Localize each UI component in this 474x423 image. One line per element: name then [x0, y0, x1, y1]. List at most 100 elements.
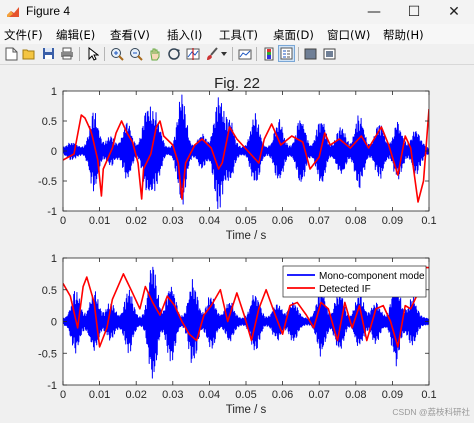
x-tick-label: 0.05 [235, 215, 256, 227]
insert-colorbar-button[interactable] [260, 45, 277, 62]
data-cursor-button[interactable] [184, 45, 201, 62]
menu-file[interactable]: 文件(F) [4, 28, 43, 42]
y-tick-label: -1 [47, 206, 57, 218]
insert-colorbar-icon [264, 47, 273, 60]
brush-button[interactable] [203, 45, 220, 62]
y-tick-label: 0.5 [42, 116, 57, 128]
toolbar-separator [256, 47, 257, 61]
menu-desktop[interactable]: 桌面(D) [273, 28, 314, 42]
if-line-series-1 [63, 266, 429, 348]
print-icon [60, 47, 73, 60]
toolbar-separator [232, 47, 233, 61]
link-plot-icon [238, 49, 251, 59]
data-cursor-icon [186, 47, 199, 60]
y-tick-label: 0 [51, 317, 57, 329]
plot-area [63, 266, 429, 379]
menu-window[interactable]: 窗口(W) [327, 28, 371, 42]
hide-plot-tools-icon [304, 48, 317, 59]
close-button[interactable]: ✕ [436, 0, 472, 24]
save-button[interactable] [40, 45, 57, 62]
pointer-button[interactable] [84, 45, 101, 62]
watermark-text: CSDN @荔枝科研社 [392, 407, 470, 417]
signal-line-series-0 [63, 94, 429, 209]
matlab-figure-icon [7, 7, 19, 17]
zoom-in-icon [110, 47, 124, 61]
x-tick-label: 0.05 [235, 389, 256, 401]
toolbar-separator [298, 47, 299, 61]
print-button[interactable] [58, 45, 75, 62]
x-tick-label: 0.07 [308, 389, 329, 401]
figure-toolbar [0, 44, 474, 65]
x-tick-label: 0.04 [199, 215, 220, 227]
toolbar-separator [104, 47, 105, 61]
hide-plot-tools-button[interactable] [302, 45, 319, 62]
x-tick-label: 0.02 [125, 389, 146, 401]
new-figure-button[interactable] [3, 45, 20, 62]
if-line-series-1 [63, 108, 429, 203]
x-tick-label: 0.08 [345, 389, 366, 401]
zoom-out-icon [129, 47, 143, 61]
figure-canvas[interactable]: Fig. 22 0 0.01 0.02 0.03 0.04 0.05 0.06 0.07 0.0… [0, 65, 474, 419]
y-tick-label: 1 [51, 253, 57, 265]
x-tick-label: 0.02 [125, 215, 146, 227]
y-tick-label: -1 [47, 380, 57, 392]
show-plot-tools-button[interactable] [321, 45, 338, 62]
x-tick-label: 0.09 [382, 215, 403, 227]
link-plot-button[interactable] [236, 45, 253, 62]
maximize-button[interactable]: ☐ [396, 0, 432, 24]
axes-top[interactable]: 0 0.01 0.02 0.03 0.04 0.05 0.06 0.07 0.08 0.09 0.1… [38, 86, 437, 242]
x-tick-label: 0.04 [199, 389, 220, 401]
zoom-in-button[interactable] [108, 45, 125, 62]
x-tick-label: 0.03 [162, 215, 183, 227]
save-icon [43, 48, 54, 59]
brush-dropdown-button[interactable] [219, 45, 229, 62]
x-tick-label: 0.1 [421, 389, 436, 401]
maximize-icon: ☐ [407, 4, 421, 20]
zoom-out-button[interactable] [127, 45, 144, 62]
menu-help[interactable]: 帮助(H) [383, 28, 424, 42]
x-tick-label: 0.07 [308, 215, 329, 227]
minimize-icon: — [367, 4, 381, 20]
brush-icon [206, 46, 218, 60]
x-tick-label: 0.1 [421, 215, 436, 227]
x-tick-label: 0.03 [162, 389, 183, 401]
pointer-icon [88, 46, 99, 61]
x-axis-label: Time / s [226, 230, 267, 242]
x-tick-label: 0.01 [89, 389, 110, 401]
new-figure-icon [5, 47, 18, 60]
menu-bar: 文件(F) 编辑(E) 查看(V) 插入(I) 工具(T) 桌面(D) 窗口(W… [0, 24, 474, 44]
y-tick-label: 0 [51, 146, 57, 158]
x-tick-label: 0 [60, 389, 66, 401]
menu-edit[interactable]: 编辑(E) [56, 28, 96, 42]
legend: Mono-component mode Detected IF [282, 265, 427, 298]
rotate-3d-button[interactable] [165, 45, 182, 62]
menu-tools[interactable]: 工具(T) [219, 28, 258, 42]
insert-legend-icon [280, 47, 293, 60]
legend-box [282, 265, 427, 298]
brush-dropdown-icon [221, 51, 227, 56]
minimize-button[interactable]: — [356, 0, 392, 24]
open-file-button[interactable] [21, 45, 38, 62]
legend-label: Detected IF [319, 284, 371, 295]
axes-bottom[interactable]: 0 0.01 0.02 0.03 0.04 0.05 0.06 0.07 0.08 0.09 0.1… [38, 253, 437, 416]
window-title: Figure 4 [26, 4, 71, 18]
window-titlebar: Figure 4 — ☐ ✕ [0, 0, 474, 25]
pan-icon [150, 48, 159, 60]
plot-area [63, 94, 429, 209]
x-tick-label: 0.09 [382, 389, 403, 401]
show-plot-tools-icon [323, 48, 336, 59]
x-tick-label: 0 [60, 215, 66, 227]
y-tick-label: -0.5 [38, 348, 57, 360]
close-icon: ✕ [448, 4, 460, 20]
x-axis-label: Time / s [226, 404, 267, 416]
menu-view[interactable]: 查看(V) [110, 28, 150, 42]
x-tick-label: 0.01 [89, 215, 110, 227]
figure-svg: Fig. 22 0 0.01 0.02 0.03 0.04 0.05 0.06 0.07 0.0… [38, 75, 470, 417]
insert-legend-button[interactable] [278, 45, 295, 62]
menu-insert[interactable]: 插入(I) [167, 28, 203, 42]
x-tick-label: 0.06 [272, 389, 293, 401]
figure-title: Fig. 22 [214, 75, 260, 92]
open-file-icon [22, 49, 35, 60]
x-tick-label: 0.06 [272, 215, 293, 227]
pan-button[interactable] [146, 45, 163, 62]
